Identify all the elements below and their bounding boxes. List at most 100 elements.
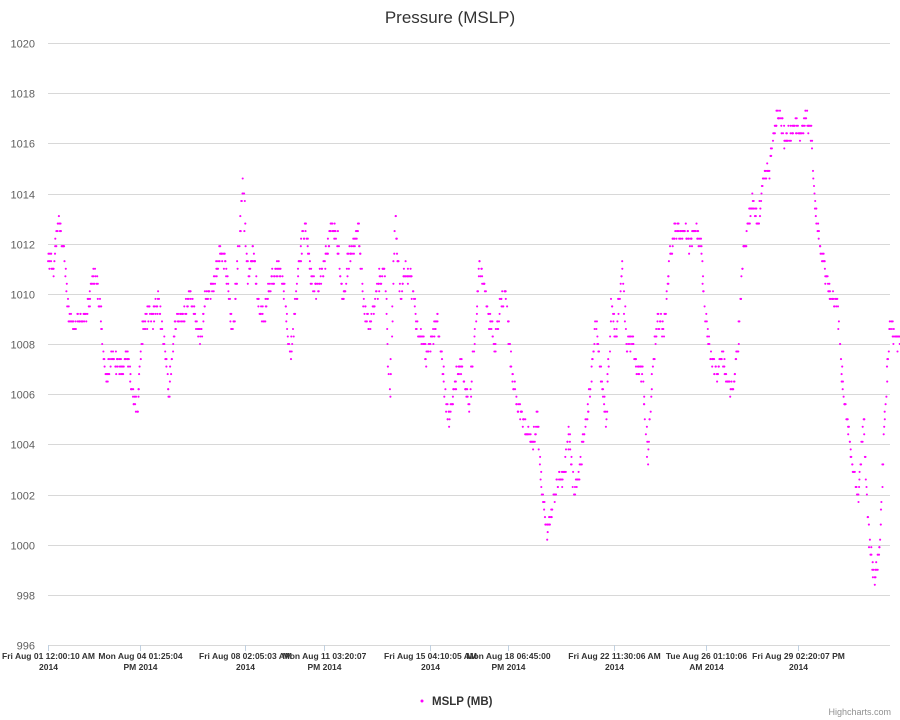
data-point [318, 267, 321, 270]
data-point [317, 290, 320, 293]
data-point [641, 373, 644, 376]
y-tick-label: 1014 [11, 190, 35, 202]
data-point [458, 365, 461, 368]
data-point [536, 410, 539, 413]
data-point [248, 275, 251, 278]
data-point [213, 282, 217, 285]
data-point [389, 373, 392, 376]
data-point [127, 358, 130, 361]
data-point [589, 388, 592, 391]
data-point [261, 305, 264, 308]
legend-label[interactable]: MSLP (MB) [432, 696, 493, 708]
data-point [326, 252, 329, 255]
data-point [290, 350, 293, 353]
data-point [100, 305, 103, 308]
data-point [185, 312, 188, 315]
data-point [203, 305, 206, 308]
data-point [861, 425, 864, 428]
data-point [810, 124, 813, 127]
data-point [650, 395, 653, 398]
data-point [529, 433, 532, 436]
data-point [395, 252, 399, 255]
data-point [570, 455, 573, 458]
y-tick-label: 1000 [11, 541, 35, 553]
data-point [713, 358, 716, 361]
data-point [859, 463, 862, 466]
data-point [411, 290, 415, 293]
data-point [498, 312, 501, 315]
legend[interactable]: MSLP (MB) [420, 696, 493, 708]
data-point [139, 358, 142, 361]
data-point [711, 365, 714, 368]
data-point [770, 147, 773, 150]
data-point [359, 252, 362, 255]
data-point [661, 320, 664, 323]
data-point [50, 252, 53, 255]
data-point [65, 290, 68, 293]
data-point [243, 192, 246, 195]
data-point [496, 320, 499, 323]
data-point [67, 305, 70, 308]
data-point [345, 282, 348, 285]
data-point [491, 335, 494, 338]
data-point [494, 342, 497, 346]
data-point [157, 297, 161, 300]
y-tick-label: 1006 [11, 390, 35, 402]
data-point [98, 297, 102, 300]
data-point [705, 312, 708, 315]
data-point [216, 260, 220, 263]
data-point [622, 312, 626, 315]
data-point [260, 305, 263, 308]
data-point [609, 335, 612, 338]
data-point [243, 199, 246, 203]
x-tick-label: Fri Aug 08 02:05:03 AM 2014 [199, 651, 292, 672]
data-point [659, 312, 663, 315]
data-point [755, 207, 758, 210]
data-point [473, 335, 476, 338]
data-point [356, 230, 359, 233]
data-point [817, 230, 820, 233]
data-point [548, 516, 552, 519]
data-point [841, 365, 844, 368]
data-point [327, 245, 330, 248]
data-point [436, 320, 439, 323]
data-point [394, 215, 397, 218]
data-point [864, 455, 867, 458]
data-point [306, 237, 309, 240]
data-point [857, 493, 860, 496]
credits-link[interactable]: Highcharts.com [828, 707, 891, 717]
data-point [737, 350, 740, 353]
data-point [665, 290, 668, 293]
data-point [741, 267, 744, 270]
data-point [402, 267, 405, 270]
y-tick-label: 998 [17, 591, 35, 603]
data-point [227, 282, 230, 285]
y-tick-label: 996 [17, 641, 35, 653]
data-point [48, 260, 51, 263]
data-point [703, 305, 706, 308]
data-point [350, 245, 353, 248]
data-point [339, 275, 342, 278]
x-tick-label: Fri Aug 29 02:20:07 PM 2014 [752, 651, 845, 672]
data-point [868, 538, 871, 541]
data-point [621, 267, 624, 270]
data-point [475, 312, 478, 315]
data-point [501, 290, 504, 293]
data-point [681, 237, 684, 240]
data-point [701, 275, 705, 278]
data-point [725, 373, 728, 376]
data-point [823, 260, 826, 263]
data-point [543, 508, 546, 511]
mslp-series[interactable] [47, 109, 900, 586]
data-point [597, 342, 600, 346]
data-point [564, 455, 567, 458]
data-point [177, 320, 180, 323]
data-point [577, 478, 581, 481]
data-point [229, 320, 232, 323]
data-point [424, 342, 427, 346]
data-point [890, 327, 893, 331]
data-point [65, 282, 68, 285]
data-point [279, 275, 282, 278]
data-point [291, 327, 295, 331]
